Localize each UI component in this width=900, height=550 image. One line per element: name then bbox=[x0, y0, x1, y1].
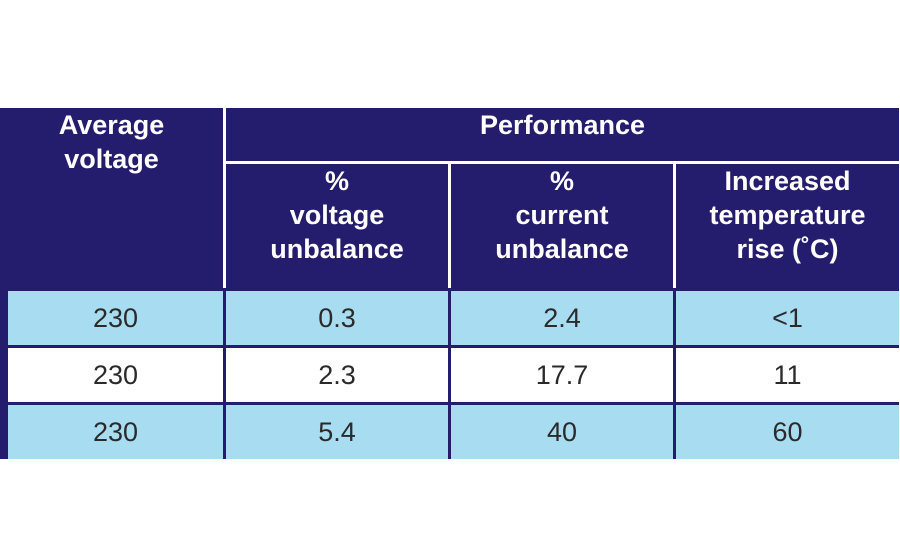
header-voltage-unbalance: % voltage unbalance bbox=[226, 164, 451, 288]
cell-temperature-rise: 11 bbox=[676, 345, 900, 402]
cell-voltage-unbalance: 0.3 bbox=[226, 288, 451, 345]
table-row: 230 2.3 17.7 11 bbox=[0, 345, 900, 402]
unbalance-table-container: Average voltage Performance % voltage un… bbox=[0, 108, 900, 459]
cell-average-voltage: 230 bbox=[0, 288, 226, 345]
header-average-voltage: Average voltage bbox=[0, 108, 226, 288]
unbalance-table: Average voltage Performance % voltage un… bbox=[0, 108, 900, 459]
cell-current-unbalance: 40 bbox=[451, 402, 676, 459]
cell-current-unbalance: 17.7 bbox=[451, 345, 676, 402]
cell-voltage-unbalance: 5.4 bbox=[226, 402, 451, 459]
cell-temperature-rise: <1 bbox=[676, 288, 900, 345]
table-row: 230 0.3 2.4 <1 bbox=[0, 288, 900, 345]
cell-temperature-rise: 60 bbox=[676, 402, 900, 459]
cell-voltage-unbalance: 2.3 bbox=[226, 345, 451, 402]
cell-average-voltage: 230 bbox=[0, 402, 226, 459]
table-row: 230 5.4 40 60 bbox=[0, 402, 900, 459]
header-current-unbalance: % current unbalance bbox=[451, 164, 676, 288]
header-temperature-rise: Increased temperature rise (˚C) bbox=[676, 164, 900, 288]
cell-average-voltage: 230 bbox=[0, 345, 226, 402]
cell-current-unbalance: 2.4 bbox=[451, 288, 676, 345]
header-performance: Performance bbox=[226, 108, 900, 164]
